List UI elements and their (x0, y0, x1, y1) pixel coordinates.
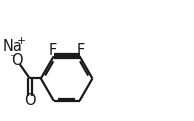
Text: F: F (49, 43, 57, 58)
Text: O: O (24, 93, 36, 108)
Text: F: F (76, 43, 85, 58)
Text: ⁻: ⁻ (9, 52, 16, 65)
Text: +: + (17, 36, 26, 46)
Text: O: O (11, 53, 23, 68)
Text: Na: Na (3, 39, 23, 54)
